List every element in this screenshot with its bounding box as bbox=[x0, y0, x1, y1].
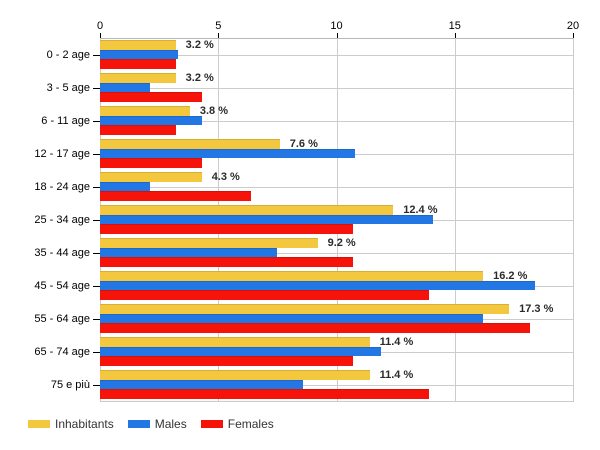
legend-label: Inhabitants bbox=[55, 417, 114, 431]
bar-females-row-5[interactable] bbox=[100, 224, 354, 234]
value-label: 11.4 % bbox=[379, 368, 414, 381]
y-axis-category-label: 35 - 44 age bbox=[34, 246, 90, 259]
y-axis-tick-mark bbox=[93, 384, 100, 386]
x-axis-tick-label: 0 bbox=[96, 20, 104, 32]
gridline-horizontal bbox=[100, 120, 573, 122]
bar-males-row-5[interactable] bbox=[100, 214, 434, 225]
bar-females-row-7[interactable] bbox=[100, 290, 429, 300]
value-label: 3.2 % bbox=[185, 38, 214, 51]
bar-males-row-1[interactable] bbox=[100, 82, 150, 93]
bar-inhabitants-row-5[interactable] bbox=[100, 205, 394, 215]
bar-inhabitants-row-2[interactable] bbox=[100, 106, 190, 116]
bar-males-row-8[interactable] bbox=[100, 313, 484, 324]
legend-label: Males bbox=[154, 417, 187, 431]
bar-inhabitants-row-9[interactable] bbox=[100, 337, 370, 347]
y-axis-tick-mark bbox=[93, 351, 100, 353]
legend-item-inhabitants[interactable]: Inhabitants bbox=[28, 417, 114, 431]
x-axis-tick-label: 15 bbox=[448, 20, 461, 32]
y-axis-tick-mark bbox=[93, 153, 100, 155]
bar-inhabitants-row-7[interactable] bbox=[100, 271, 484, 281]
y-axis-tick-mark bbox=[93, 186, 100, 188]
bar-males-row-2[interactable] bbox=[100, 115, 202, 126]
value-label: 4.3 % bbox=[211, 170, 240, 183]
bar-females-row-0[interactable] bbox=[100, 59, 176, 69]
y-axis-category-label: 3 - 5 age bbox=[46, 81, 90, 94]
bar-males-row-6[interactable] bbox=[100, 247, 278, 258]
gridline-horizontal bbox=[100, 252, 573, 254]
y-axis-category-label: 75 e più bbox=[50, 378, 90, 391]
bar-inhabitants-row-1[interactable] bbox=[100, 73, 176, 83]
bar-males-row-9[interactable] bbox=[100, 346, 382, 357]
bar-females-row-3[interactable] bbox=[100, 158, 202, 168]
x-axis-tick-mark bbox=[336, 33, 338, 38]
y-axis-category-label: 6 - 11 age bbox=[41, 114, 90, 127]
value-label: 7.6 % bbox=[289, 137, 318, 150]
bar-females-row-9[interactable] bbox=[100, 356, 354, 366]
value-label: 17.3 % bbox=[519, 302, 554, 315]
x-axis-tick-mark bbox=[573, 33, 574, 38]
legend-swatch-females bbox=[200, 420, 223, 428]
bar-males-row-3[interactable] bbox=[100, 148, 356, 159]
x-axis-tick-mark bbox=[454, 33, 456, 38]
bar-females-row-10[interactable] bbox=[100, 389, 429, 399]
x-axis-tick-mark bbox=[100, 33, 101, 38]
bar-females-row-8[interactable] bbox=[100, 323, 531, 333]
y-axis-category-label: 55 - 64 age bbox=[34, 312, 90, 325]
plot-area: 3.2 % 3.2 % 3.8 % 7.6 % 4.3 % 12.4 % 9.2 % 16.2… bbox=[100, 38, 574, 402]
bar-females-row-1[interactable] bbox=[100, 92, 202, 102]
bar-females-row-2[interactable] bbox=[100, 125, 176, 135]
legend-swatch-males bbox=[127, 420, 150, 428]
value-label: 9.2 % bbox=[327, 236, 356, 249]
bar-inhabitants-row-8[interactable] bbox=[100, 304, 510, 314]
gridline-vertical bbox=[573, 38, 574, 402]
value-label: 3.2 % bbox=[185, 71, 214, 84]
gridline-horizontal bbox=[100, 384, 573, 386]
value-label: 3.8 % bbox=[199, 104, 228, 117]
bar-females-row-6[interactable] bbox=[100, 257, 354, 267]
y-axis-tick-mark bbox=[93, 54, 100, 56]
bar-males-row-7[interactable] bbox=[100, 280, 536, 291]
legend: Inhabitants Males Females bbox=[28, 414, 288, 434]
y-axis-tick-mark bbox=[93, 120, 100, 122]
bar-inhabitants-row-4[interactable] bbox=[100, 172, 202, 182]
legend-swatch-inhabitants bbox=[28, 420, 50, 428]
legend-item-females[interactable]: Females bbox=[200, 417, 274, 431]
bar-females-row-4[interactable] bbox=[100, 191, 252, 201]
value-label: 11.4 % bbox=[379, 335, 414, 348]
y-axis-tick-mark bbox=[93, 285, 100, 287]
y-axis-category-label: 12 - 17 age bbox=[34, 147, 90, 160]
y-axis-tick-mark bbox=[93, 252, 100, 254]
x-axis-tick-label: 10 bbox=[330, 20, 343, 32]
x-axis-tick-mark bbox=[218, 33, 220, 38]
value-label: 16.2 % bbox=[493, 269, 528, 282]
gridline-horizontal bbox=[100, 87, 573, 89]
y-axis-tick-mark bbox=[93, 87, 100, 89]
y-axis-category-label: 0 - 2 age bbox=[46, 48, 90, 61]
bar-males-row-0[interactable] bbox=[100, 49, 179, 60]
gridline-horizontal bbox=[100, 186, 573, 188]
bar-inhabitants-row-6[interactable] bbox=[100, 238, 318, 248]
y-axis-category-label: 45 - 54 age bbox=[34, 279, 90, 292]
y-axis-category-label: 18 - 24 age bbox=[34, 180, 90, 193]
x-axis-tick-label: 5 bbox=[215, 20, 222, 32]
bar-inhabitants-row-0[interactable] bbox=[100, 40, 176, 50]
y-axis-category-label: 65 - 74 age bbox=[34, 345, 90, 358]
legend-item-males[interactable]: Males bbox=[127, 417, 187, 431]
value-label: 12.4 % bbox=[403, 203, 438, 216]
bar-males-row-10[interactable] bbox=[100, 379, 304, 390]
x-axis-tick-label: 20 bbox=[566, 20, 580, 32]
bar-inhabitants-row-10[interactable] bbox=[100, 370, 370, 380]
gridline-horizontal bbox=[100, 54, 573, 56]
y-axis-tick-mark bbox=[93, 318, 100, 320]
bar-inhabitants-row-3[interactable] bbox=[100, 139, 280, 149]
y-axis-category-label: 25 - 34 age bbox=[34, 213, 90, 226]
bar-males-row-4[interactable] bbox=[100, 181, 150, 192]
y-axis-tick-mark bbox=[93, 219, 100, 221]
legend-label: Females bbox=[227, 417, 274, 431]
